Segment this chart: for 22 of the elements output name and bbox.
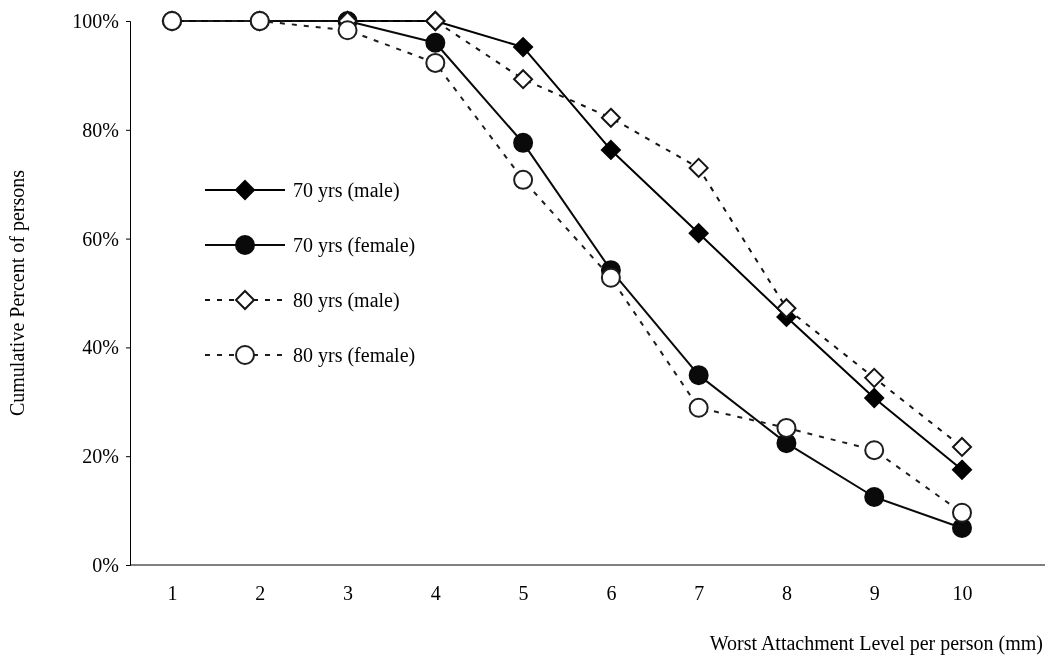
- x-tick-label: 7: [694, 582, 705, 604]
- x-axis-title: Worst Attachment Level per person (mm): [709, 632, 1043, 655]
- y-tick-label: 0%: [92, 553, 119, 576]
- x-tick-label: 2: [255, 582, 266, 604]
- x-tick-label: 5: [518, 582, 529, 604]
- legend-label: 70 yrs (female): [293, 234, 416, 257]
- y-axis-title: Cumulative Percent of persons: [6, 169, 29, 417]
- y-tick-label: 80%: [82, 118, 119, 141]
- legend-label: 80 yrs (male): [293, 289, 400, 312]
- legend-label: 80 yrs (female): [293, 344, 416, 367]
- x-tick-label: 10: [952, 582, 973, 604]
- legend-label: 70 yrs (male): [293, 179, 400, 202]
- x-tick-label: 6: [606, 582, 617, 604]
- y-tick-label: 60%: [82, 227, 119, 250]
- y-tick-label: 20%: [82, 445, 119, 468]
- y-tick-label: 40%: [82, 336, 119, 359]
- x-tick-label: 9: [869, 582, 880, 604]
- x-tick-label: 1: [167, 582, 178, 604]
- x-tick-label: 4: [430, 582, 441, 604]
- x-tick-label: 3: [343, 582, 354, 604]
- x-tick-label: 8: [781, 582, 792, 604]
- y-tick-label: 100%: [72, 9, 119, 32]
